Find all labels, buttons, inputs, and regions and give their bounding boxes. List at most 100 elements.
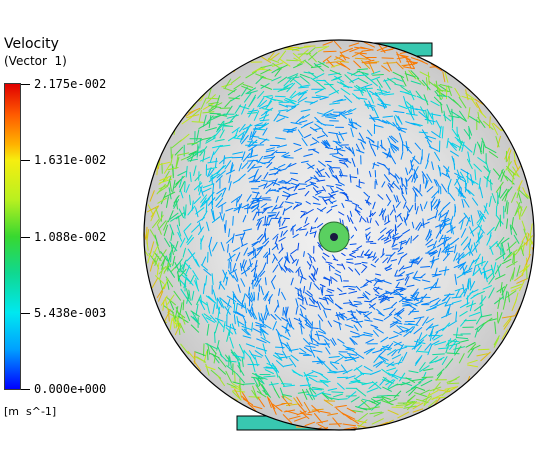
velocity-arrow xyxy=(444,303,454,307)
velocity-arrow xyxy=(280,334,290,340)
velocity-arrow xyxy=(414,300,424,305)
velocity-arrow xyxy=(446,138,449,149)
velocity-arrow xyxy=(215,197,224,207)
velocity-arrow xyxy=(215,192,223,201)
velocity-arrow xyxy=(347,72,358,77)
velocity-arrow xyxy=(425,109,428,120)
velocity-arrow xyxy=(319,328,326,333)
velocity-arrow xyxy=(381,368,391,376)
velocity-arrow xyxy=(237,300,245,307)
velocity-arrow xyxy=(323,308,332,311)
velocity-arrow xyxy=(411,342,422,350)
velocity-arrow xyxy=(364,199,372,205)
velocity-arrow xyxy=(408,110,415,121)
velocity-arrow xyxy=(286,59,298,62)
velocity-arrow xyxy=(225,324,237,331)
velocity-arrow xyxy=(202,283,206,295)
velocity-arrow xyxy=(275,403,286,407)
velocity-arrow xyxy=(328,131,339,135)
velocity-arrow xyxy=(278,163,286,168)
velocity-arrow xyxy=(331,175,338,179)
velocity-arrow xyxy=(283,82,294,88)
velocity-arrow xyxy=(287,186,295,190)
velocity-arrow xyxy=(256,195,262,202)
velocity-arrow xyxy=(338,110,346,116)
velocity-arrow xyxy=(373,318,384,322)
velocity-arrow xyxy=(169,180,172,192)
velocity-arrow xyxy=(259,119,270,122)
velocity-arrow xyxy=(469,277,472,288)
velocity-arrow xyxy=(461,95,474,101)
velocity-arrow xyxy=(245,87,257,95)
velocity-arrow xyxy=(361,60,371,69)
velocity-arrow xyxy=(258,137,270,141)
velocity-arrow xyxy=(393,77,404,82)
velocity-arrow xyxy=(277,114,289,119)
velocity-arrow xyxy=(357,206,363,210)
velocity-arrow xyxy=(240,133,244,143)
velocity-arrow xyxy=(402,183,408,190)
velocity-arrow xyxy=(166,196,169,208)
velocity-arrow xyxy=(517,180,523,191)
velocity-arrow xyxy=(344,324,354,328)
legend-tick-mark-2 xyxy=(21,160,30,161)
velocity-arrow xyxy=(193,196,202,204)
velocity-arrow xyxy=(487,170,491,181)
velocity-arrow xyxy=(404,274,409,281)
velocity-arrow xyxy=(299,84,311,88)
velocity-arrow xyxy=(426,140,432,149)
velocity-arrow xyxy=(300,210,307,213)
velocity-arrow xyxy=(346,261,354,264)
velocity-arrow xyxy=(447,340,460,343)
velocity-arrow xyxy=(170,230,173,241)
velocity-arrow xyxy=(347,353,357,356)
velocity-arrow xyxy=(308,52,318,61)
velocity-arrow xyxy=(356,388,367,397)
velocity-arrow xyxy=(491,122,499,136)
velocity-arrow xyxy=(174,262,180,273)
velocity-arrow xyxy=(364,300,372,303)
velocity-arrow xyxy=(232,215,234,226)
velocity-arrow xyxy=(493,168,501,178)
velocity-arrow xyxy=(400,381,411,386)
velocity-arrow xyxy=(484,202,488,214)
velocity-arrow xyxy=(459,310,468,317)
velocity-arrow xyxy=(158,290,164,302)
velocity-arrow xyxy=(242,128,249,139)
velocity-arrow xyxy=(276,144,287,148)
velocity-arrow xyxy=(360,250,364,256)
velocity-arrow xyxy=(297,52,312,55)
velocity-arrow xyxy=(311,137,320,143)
velocity-arrow xyxy=(458,353,465,364)
velocity-arrow xyxy=(310,226,313,233)
velocity-arrow xyxy=(252,211,258,221)
velocity-arrow xyxy=(268,179,277,182)
velocity-arrow xyxy=(339,275,343,283)
velocity-arrow xyxy=(326,297,334,304)
velocity-arrow xyxy=(353,85,364,94)
velocity-arrow xyxy=(387,184,393,193)
velocity-arrow xyxy=(167,167,179,171)
velocity-arrow xyxy=(380,253,385,258)
velocity-arrow xyxy=(280,266,286,273)
velocity-arrow xyxy=(247,141,258,143)
velocity-arrow xyxy=(410,80,422,85)
velocity-arrow xyxy=(329,102,341,105)
velocity-arrow xyxy=(167,308,170,322)
velocity-arrow xyxy=(370,370,381,375)
velocity-arrow xyxy=(286,106,296,112)
velocity-arrow xyxy=(355,285,361,291)
velocity-arrow xyxy=(236,372,245,384)
velocity-arrow xyxy=(177,322,181,335)
velocity-arrow xyxy=(366,406,380,410)
velocity-arrow xyxy=(488,287,495,299)
velocity-arrow xyxy=(459,110,467,122)
velocity-arrow xyxy=(237,194,243,203)
velocity-arrow xyxy=(254,272,257,281)
velocity-arrow xyxy=(272,178,278,186)
velocity-arrow xyxy=(482,142,485,154)
velocity-arrow xyxy=(205,134,216,142)
velocity-arrow xyxy=(502,298,507,310)
velocity-arrow xyxy=(416,58,428,65)
